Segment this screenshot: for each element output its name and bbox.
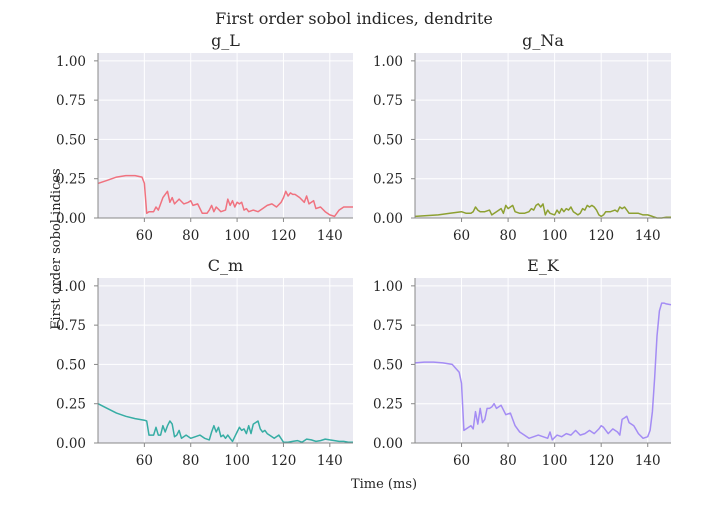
y-tick-label: 0.00: [56, 436, 86, 452]
x-tick-label: 120: [271, 453, 297, 469]
y-tick-label: 0.00: [373, 211, 403, 227]
x-axis-label: Time (ms): [351, 477, 417, 492]
x-tick-label: 140: [317, 453, 343, 469]
y-tick-label: 1.00: [56, 54, 86, 70]
y-tick-label: 0.50: [56, 132, 86, 148]
figure-title: First order sobol indices, dendrite: [215, 9, 493, 28]
plot-background: [98, 53, 353, 218]
x-tick-label: 140: [317, 228, 343, 244]
y-tick-label: 0.25: [56, 172, 86, 188]
y-tick-label: 0.50: [373, 357, 403, 373]
x-tick-label: 80: [499, 453, 516, 469]
y-tick-label: 0.25: [56, 397, 86, 413]
plot-background: [98, 278, 353, 443]
y-tick-label: 0.50: [373, 132, 403, 148]
x-tick-label: 80: [499, 228, 516, 244]
y-tick-label: 0.75: [373, 318, 403, 334]
panel-0: 60 80 100 120 140 0.00 0.25 0.50 0.75 1.00 g_L: [56, 31, 353, 244]
y-tick-label: 0.50: [56, 357, 86, 373]
y-axis-label: First order sobol indices: [49, 168, 64, 329]
panel-1: 60 80 100 120 140 0.00 0.25 0.50 0.75 1.00 g_Na: [373, 31, 671, 244]
x-tick-label: 60: [136, 228, 153, 244]
y-tick-label: 0.75: [373, 93, 403, 109]
y-tick-label: 0.75: [56, 318, 86, 334]
x-tick-label: 100: [542, 228, 568, 244]
x-tick-label: 100: [224, 453, 250, 469]
panel-title: C_m: [208, 256, 243, 275]
x-tick-label: 80: [182, 228, 199, 244]
panel-3: 60 80 100 120 140 0.00 0.25 0.50 0.75 1.00 E_K: [373, 256, 672, 469]
series-line: [414, 302, 672, 441]
x-tick-label: 60: [136, 453, 153, 469]
x-tick-label: 100: [542, 453, 568, 469]
y-tick-label: 0.75: [56, 93, 86, 109]
x-tick-label: 140: [635, 453, 661, 469]
y-tick-label: 1.00: [373, 54, 403, 70]
x-tick-label: 140: [635, 228, 661, 244]
x-tick-label: 60: [453, 453, 470, 469]
plot-background: [415, 278, 671, 443]
subplot-grid: 60 80 100 120 140 0.00 0.25 0.50 0.75 1.00 g_L 60 80…: [56, 31, 672, 469]
y-tick-label: 0.00: [373, 436, 403, 452]
x-tick-label: 60: [453, 228, 470, 244]
x-tick-label: 120: [588, 228, 614, 244]
series-line: [97, 174, 353, 218]
panel-title: E_K: [527, 256, 560, 275]
panel-2: 60 80 100 120 140 0.00 0.25 0.50 0.75 1.00 C_m: [56, 256, 353, 469]
series-line: [97, 403, 353, 443]
y-tick-label: 0.25: [373, 172, 403, 188]
x-tick-label: 120: [271, 228, 297, 244]
y-tick-label: 0.00: [56, 211, 86, 227]
x-tick-label: 100: [224, 228, 250, 244]
plot-background: [415, 53, 671, 218]
panel-title: g_Na: [522, 31, 564, 50]
x-tick-label: 120: [588, 453, 614, 469]
x-tick-label: 80: [182, 453, 199, 469]
series-line: [414, 203, 671, 219]
y-tick-label: 0.25: [373, 397, 403, 413]
y-tick-label: 1.00: [373, 279, 403, 295]
panel-title: g_L: [211, 31, 240, 50]
y-tick-label: 1.00: [56, 279, 86, 295]
